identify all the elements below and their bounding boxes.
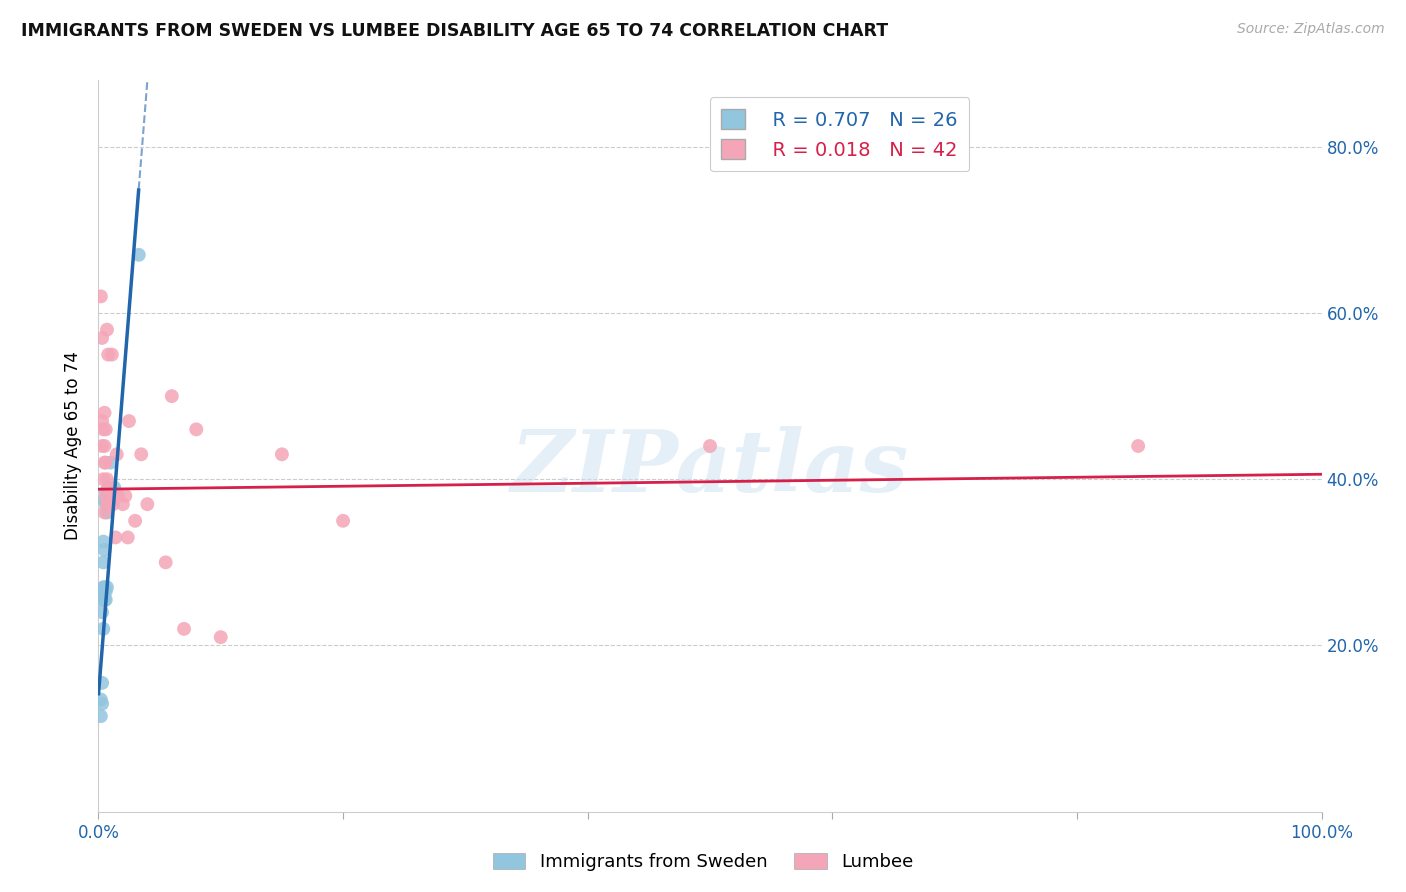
Point — [90, 692, 112, 706]
Point — [90, 709, 112, 723]
Point — [90, 289, 112, 303]
Point — [91, 605, 114, 619]
Point — [96, 506, 118, 520]
Point — [104, 530, 127, 544]
Point — [91, 472, 114, 486]
Point — [91, 555, 114, 569]
Point — [97, 489, 120, 503]
Point — [124, 514, 146, 528]
Point — [97, 481, 120, 495]
Point — [96, 472, 118, 486]
Point — [91, 584, 114, 599]
Point — [94, 497, 117, 511]
Point — [91, 592, 114, 607]
Point — [699, 439, 721, 453]
Point — [91, 422, 114, 436]
Point — [270, 447, 294, 461]
Point — [91, 697, 114, 711]
Point — [114, 489, 136, 503]
Point — [136, 497, 159, 511]
Point — [94, 584, 117, 599]
Point — [160, 389, 183, 403]
Text: ZIPatlas: ZIPatlas — [510, 426, 910, 509]
Point — [107, 489, 129, 503]
Point — [117, 530, 139, 544]
Point — [103, 489, 125, 503]
Text: Source: ZipAtlas.com: Source: ZipAtlas.com — [1237, 22, 1385, 37]
Point — [97, 347, 120, 362]
Y-axis label: Disability Age 65 to 74: Disability Age 65 to 74 — [65, 351, 83, 541]
Point — [93, 456, 115, 470]
Text: IMMIGRANTS FROM SWEDEN VS LUMBEE DISABILITY AGE 65 TO 74 CORRELATION CHART: IMMIGRANTS FROM SWEDEN VS LUMBEE DISABIL… — [21, 22, 889, 40]
Point — [93, 542, 115, 557]
Point — [93, 580, 115, 594]
Point — [93, 406, 115, 420]
Point — [103, 481, 125, 495]
Point — [101, 497, 124, 511]
Point — [209, 630, 232, 644]
Point — [118, 414, 141, 428]
Point — [128, 248, 150, 262]
Point — [111, 497, 134, 511]
Point — [332, 514, 354, 528]
Point — [186, 422, 208, 436]
Point — [94, 484, 117, 499]
Point — [129, 447, 152, 461]
Point — [98, 497, 121, 511]
Point — [100, 456, 122, 470]
Legend: Immigrants from Sweden, Lumbee: Immigrants from Sweden, Lumbee — [485, 846, 921, 879]
Point — [96, 323, 118, 337]
Legend:   R = 0.707   N = 26,   R = 0.018   N = 42: R = 0.707 N = 26, R = 0.018 N = 42 — [710, 97, 969, 171]
Point — [94, 456, 117, 470]
Point — [91, 676, 114, 690]
Point — [96, 497, 118, 511]
Point — [91, 580, 114, 594]
Point — [94, 489, 117, 503]
Point — [93, 493, 115, 508]
Point — [91, 331, 114, 345]
Point — [94, 592, 117, 607]
Point — [1128, 439, 1150, 453]
Point — [96, 580, 118, 594]
Point — [101, 347, 124, 362]
Point — [91, 414, 114, 428]
Point — [91, 439, 114, 453]
Point — [155, 555, 177, 569]
Point — [100, 489, 122, 503]
Point — [173, 622, 195, 636]
Point — [93, 506, 115, 520]
Point — [93, 439, 115, 453]
Point — [91, 622, 114, 636]
Point — [94, 422, 117, 436]
Point — [93, 592, 115, 607]
Point — [91, 534, 114, 549]
Point — [105, 447, 128, 461]
Point — [91, 584, 114, 599]
